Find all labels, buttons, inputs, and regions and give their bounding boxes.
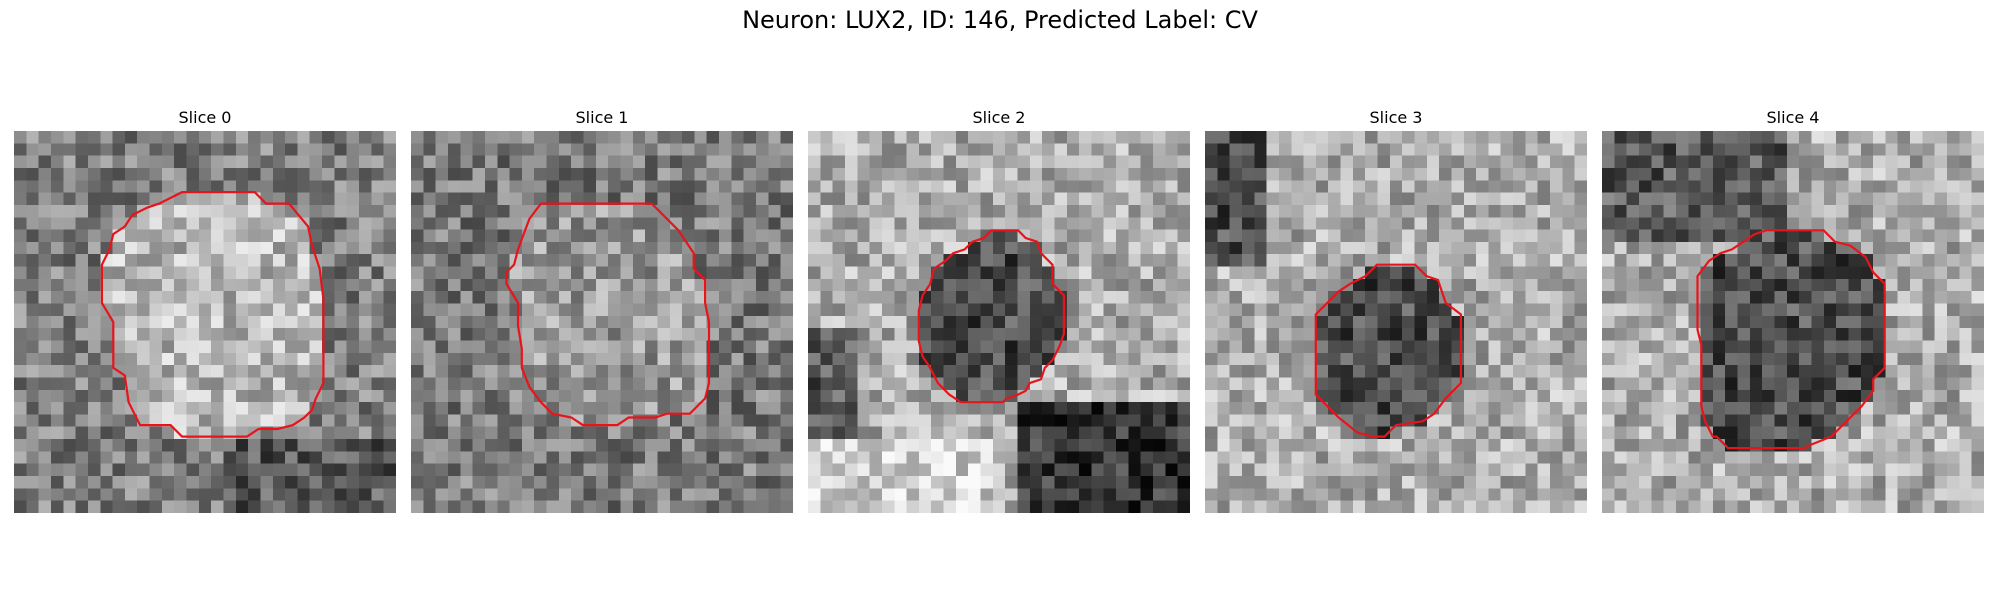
slice-image (14, 131, 396, 513)
slice-image (1205, 131, 1587, 513)
panel-slice-2: Slice 2 (808, 105, 1190, 513)
figure-title: Neuron: LUX2, ID: 146, Predicted Label: … (742, 6, 1258, 34)
panel-slice-3: Slice 3 (1205, 105, 1587, 513)
panel-slice-4: Slice 4 (1602, 105, 1984, 513)
panel-title: Slice 3 (1369, 108, 1423, 127)
panel-title: Slice 4 (1766, 108, 1820, 127)
slice-pixels (411, 131, 793, 513)
panel-slice-1: Slice 1 (411, 105, 793, 513)
roi-contour (917, 229, 1065, 404)
slice-image (808, 131, 1190, 513)
slice-pixels (14, 131, 396, 513)
panel-title: Slice 2 (972, 108, 1026, 127)
roi-contour (100, 190, 325, 438)
panel-title: Slice 1 (575, 108, 629, 127)
roi-contour (505, 202, 711, 427)
roi-contour (1314, 263, 1462, 438)
panel-slice-0: Slice 0 (14, 105, 396, 513)
slice-pixels (808, 131, 1190, 513)
roi-contour (1696, 229, 1886, 450)
panel-title: Slice 0 (178, 108, 232, 127)
slice-pixels (1602, 131, 1984, 513)
slice-image (411, 131, 793, 513)
slice-pixels (1205, 131, 1587, 513)
slice-image (1602, 131, 1984, 513)
